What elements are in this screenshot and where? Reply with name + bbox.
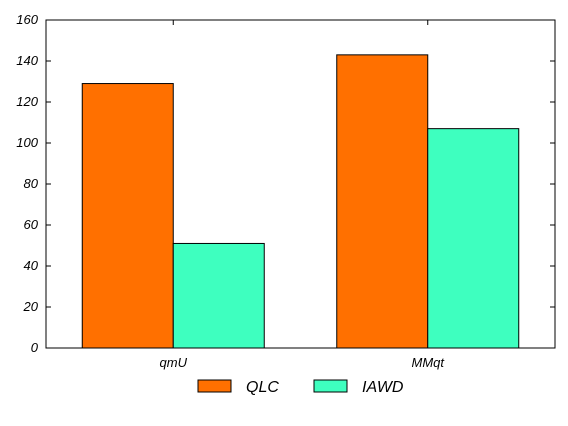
y-tick-label: 80 <box>24 176 39 191</box>
bars <box>81 54 520 349</box>
y-tick-label: 0 <box>31 340 39 355</box>
bar-qlc-qmu <box>81 83 174 349</box>
legend: QLC IAWD <box>197 379 404 396</box>
legend-swatch-iawd <box>313 379 348 393</box>
x-axis: qmU MMqt <box>160 20 446 370</box>
legend-label-iawd: IAWD <box>362 379 404 396</box>
y-tick-label: 20 <box>23 299 39 314</box>
y-tick-label: 40 <box>24 258 39 273</box>
x-tick-label: qmU <box>160 355 188 370</box>
y-tick-label: 120 <box>16 94 38 109</box>
y-tick-label: 140 <box>16 53 38 68</box>
bar-qlc-mmqt <box>336 54 429 349</box>
y-tick-label: 60 <box>24 217 39 232</box>
legend-label-qlc: QLC <box>246 379 279 396</box>
bar-iawd-mmqt <box>427 128 520 349</box>
legend-swatch-qlc <box>197 379 232 393</box>
y-tick-label: 160 <box>16 12 38 27</box>
y-tick-label: 100 <box>16 135 38 150</box>
x-tick-label: MMqt <box>412 355 446 370</box>
y-axis: 0 20 40 60 80 100 120 140 160 <box>16 12 555 355</box>
bar-iawd-qmu <box>172 242 265 349</box>
